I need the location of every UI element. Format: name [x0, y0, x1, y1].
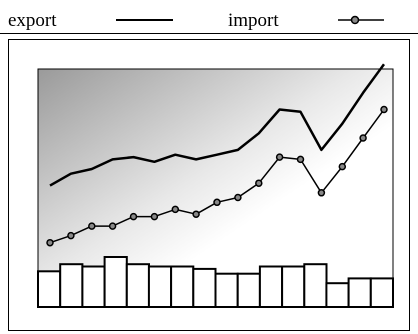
point-import-5: [129, 212, 138, 221]
point-import-2: [67, 231, 75, 240]
bar-14: [325, 282, 350, 309]
point-import-4: [108, 222, 117, 230]
series-line-export: [49, 63, 386, 187]
bar-16: [369, 277, 394, 308]
point-import-10: [234, 193, 242, 202]
bar-12: [281, 265, 306, 308]
point-import-7: [171, 205, 180, 214]
bar-series: [37, 256, 394, 309]
legend-label-import: import: [228, 10, 279, 31]
bar-3: [81, 265, 106, 308]
point-import-16: [359, 134, 367, 142]
point-import-1: [46, 238, 54, 247]
point-import-13: [296, 155, 305, 164]
point-import-8: [192, 210, 200, 218]
bar-7: [170, 265, 195, 308]
bar-9: [214, 272, 239, 309]
bar-6: [147, 265, 173, 308]
bar-8: [192, 267, 217, 308]
bar-5: [125, 263, 151, 309]
legend: export import: [8, 10, 384, 31]
point-import-17: [380, 105, 388, 114]
point-import-12: [275, 153, 284, 161]
bar-11: [258, 265, 284, 308]
legend-label-export: export: [8, 10, 57, 31]
point-import-9: [213, 198, 221, 207]
point-import-14: [317, 189, 326, 197]
bar-10: [236, 272, 261, 309]
point-import-3: [88, 222, 96, 230]
bar-15: [347, 277, 372, 308]
bar-13: [303, 263, 328, 309]
bar-2: [59, 263, 84, 309]
point-import-15: [338, 162, 347, 171]
figure-frame: [8, 39, 410, 331]
line-series: [46, 63, 388, 247]
bar-4: [103, 256, 128, 308]
legend-marker-import: [350, 15, 360, 25]
point-import-11: [255, 179, 263, 187]
bar-1: [37, 270, 62, 308]
point-import-6: [150, 212, 159, 221]
